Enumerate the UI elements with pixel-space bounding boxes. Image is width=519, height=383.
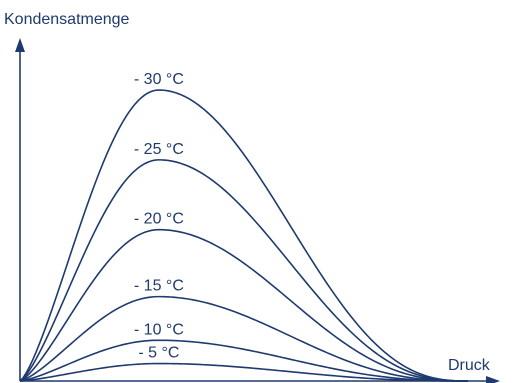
series-layer: - 30 °C - 25 °C - 20 °C - 15 °C - 10 °C - 5 °…: [19, 71, 469, 382]
x-axis-arrow-icon: [486, 376, 500, 383]
series-line-4: [19, 339, 468, 382]
series-label-0: - 30 °C: [134, 71, 184, 88]
series-line-2: [19, 228, 468, 382]
series-line-5: [19, 362, 468, 382]
series-line-3: [19, 295, 468, 382]
y-axis-arrow-icon: [15, 38, 25, 52]
x-axis-label: Druck: [448, 357, 491, 374]
series-label-1: - 25 °C: [134, 141, 184, 158]
series-label-2: - 20 °C: [134, 211, 184, 228]
series-label-4: - 10 °C: [134, 321, 184, 338]
y-axis-label: Kondensatmenge: [4, 11, 130, 28]
series-line-1: [19, 159, 468, 382]
series-label-5: - 5 °C: [138, 345, 179, 362]
series-label-3: - 15 °C: [134, 278, 184, 295]
series-line-0: [19, 89, 469, 382]
